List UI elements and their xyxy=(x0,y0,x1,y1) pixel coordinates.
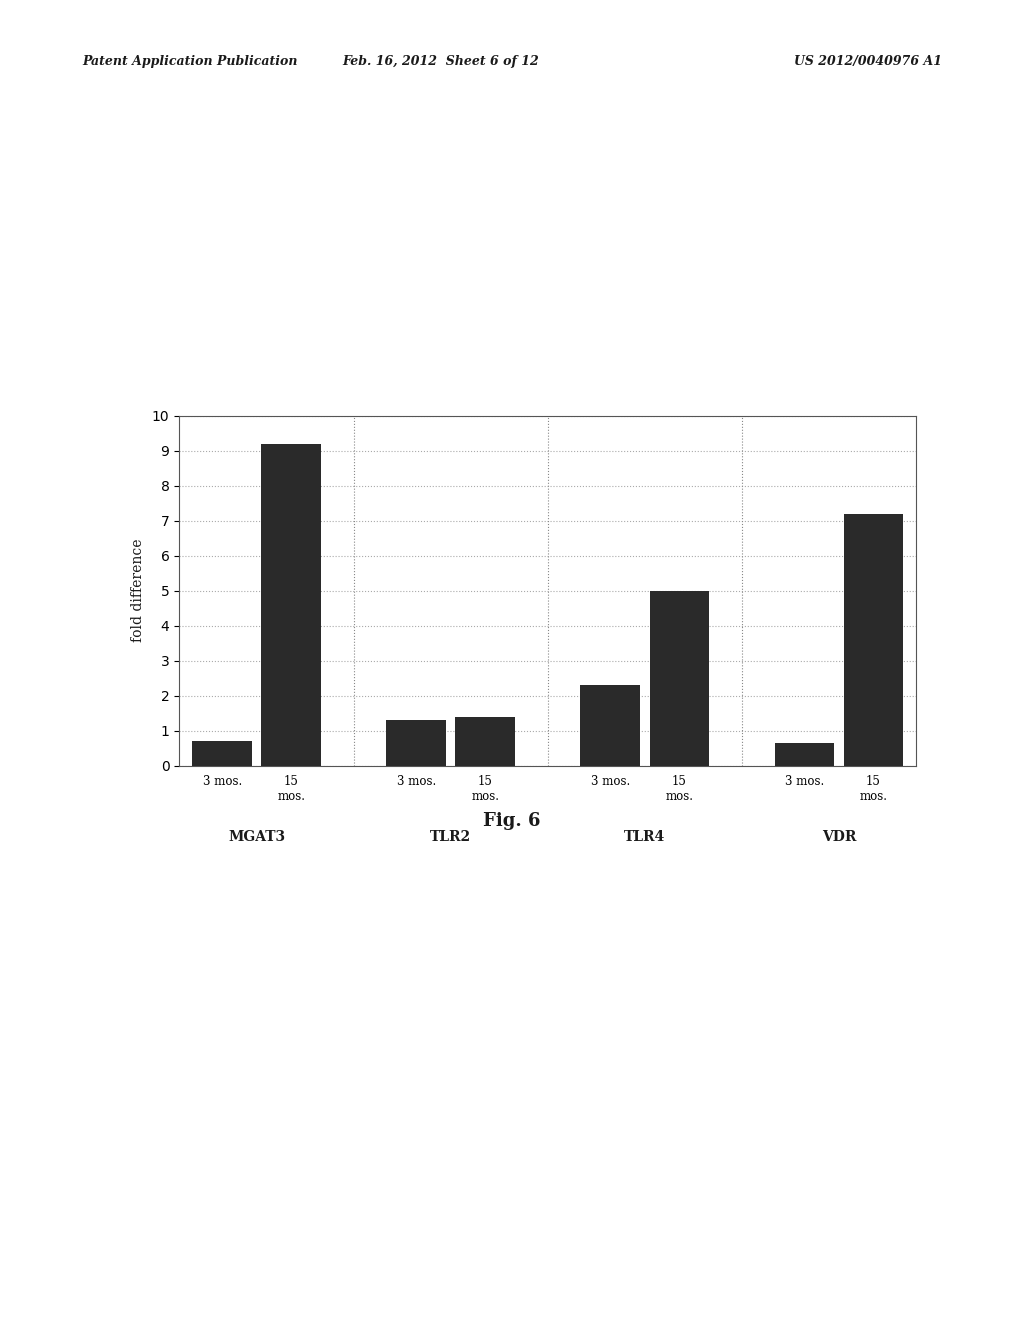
Text: MGAT3: MGAT3 xyxy=(228,830,286,845)
Text: Fig. 6: Fig. 6 xyxy=(483,812,541,830)
Bar xyxy=(386,721,446,766)
Bar xyxy=(649,590,710,766)
Bar xyxy=(193,741,252,766)
Text: US 2012/0040976 A1: US 2012/0040976 A1 xyxy=(794,55,942,69)
Text: Patent Application Publication: Patent Application Publication xyxy=(82,55,297,69)
Bar xyxy=(456,717,515,766)
Text: Feb. 16, 2012  Sheet 6 of 12: Feb. 16, 2012 Sheet 6 of 12 xyxy=(342,55,539,69)
Text: TLR4: TLR4 xyxy=(625,830,666,845)
Y-axis label: fold difference: fold difference xyxy=(131,539,145,643)
Bar xyxy=(581,685,640,766)
Text: TLR2: TLR2 xyxy=(430,830,471,845)
Text: VDR: VDR xyxy=(821,830,856,845)
Bar xyxy=(844,513,903,766)
Bar xyxy=(261,444,322,766)
Bar xyxy=(774,743,835,766)
